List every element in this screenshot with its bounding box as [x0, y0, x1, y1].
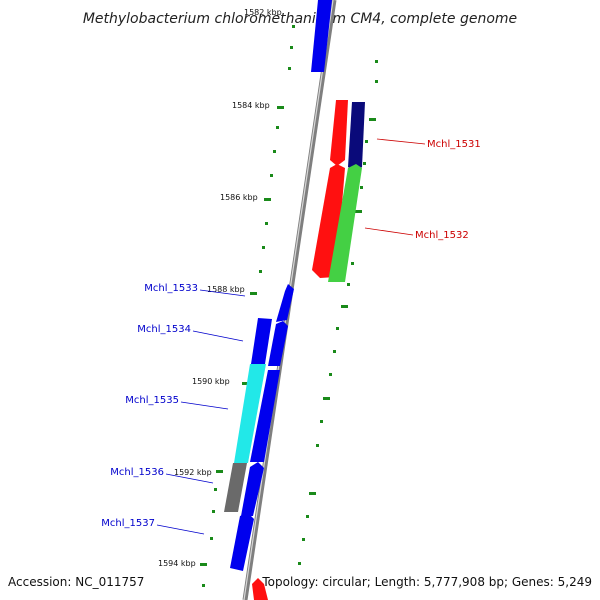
tick-dot [288, 67, 291, 70]
tick-dot [273, 150, 276, 153]
gene-label-mchl-1534[interactable]: Mchl_1534 [137, 324, 191, 335]
inner-tick-track [200, 106, 284, 587]
tick-dot [320, 420, 323, 423]
tick-dot [375, 60, 378, 63]
tick-labels: 1582 kbp 1584 kbp 1586 kbp 1588 kbp 1590… [158, 8, 282, 568]
gene-mchl-1537[interactable] [230, 513, 254, 571]
gene-label-mchl-1537[interactable]: Mchl_1537 [101, 518, 155, 529]
gene-arrow-blue-inner [268, 321, 288, 366]
tick-dot [292, 25, 295, 28]
tick-label-1582: 1582 kbp [244, 8, 282, 17]
gene-labels: Mchl_1531 Mchl_1532 Mchl_1533 Mchl_1534 … [101, 139, 480, 529]
gene-label-mchl-1531[interactable]: Mchl_1531 [427, 139, 481, 150]
tick-dot [341, 305, 348, 308]
tick-dot [276, 126, 279, 129]
gene-label-mchl-1536[interactable]: Mchl_1536 [110, 467, 164, 478]
gene-mchl-1535[interactable] [234, 364, 280, 463]
tick-dot [347, 283, 350, 286]
tick-dot [214, 488, 217, 491]
map-title: Methylobacterium chloromethanicum CM4, c… [83, 11, 517, 27]
gene-label-mchl-1532[interactable]: Mchl_1532 [415, 230, 469, 241]
bottom-red-marker [252, 578, 268, 600]
tick-label-1586: 1586 kbp [220, 193, 258, 202]
tick-dot [365, 140, 368, 143]
tick-dot [351, 262, 354, 265]
tick-label-1584: 1584 kbp [232, 101, 270, 110]
tick-dot [302, 538, 305, 541]
tick-dot [333, 350, 336, 353]
gene-mchl-1536[interactable] [224, 462, 264, 516]
genome-summary-text: Topology: circular; Length: 5,777,908 bp… [261, 575, 592, 589]
tick-label-1592: 1592 kbp [174, 468, 212, 477]
tick-label-1588: 1588 kbp [207, 285, 245, 294]
gene-mchl-1533[interactable] [276, 284, 294, 322]
tick-dot [298, 562, 301, 565]
gene-mchl-1532[interactable] [312, 164, 362, 282]
tick-dot [259, 270, 262, 273]
tick-dot [250, 292, 257, 295]
tick-dot [202, 584, 205, 587]
tick-dot [309, 492, 316, 495]
gene-arrow-cyan [234, 364, 266, 463]
tick-dot [212, 510, 215, 513]
tick-dot [375, 80, 378, 83]
gene-arrow-blue [251, 318, 272, 364]
tick-dot [355, 210, 362, 213]
gene-label-mchl-1533[interactable]: Mchl_1533 [144, 283, 198, 294]
tick-label-1590: 1590 kbp [192, 377, 230, 386]
tick-dot [316, 444, 319, 447]
tick-dot [306, 515, 309, 518]
gene-label-mchl-1535[interactable]: Mchl_1535 [125, 395, 179, 406]
tick-dot [277, 106, 284, 109]
tick-dot [329, 373, 332, 376]
tick-dot [265, 222, 268, 225]
tick-dot [360, 186, 363, 189]
gene-arrow-blue-inner [241, 462, 264, 516]
gene-mchl-1534[interactable] [251, 318, 288, 366]
tick-dot [216, 470, 223, 473]
gene-arrow-green [328, 164, 362, 282]
tick-dot [200, 563, 207, 566]
gene-arrow-blue [276, 284, 294, 322]
gene-upper-blue [311, 0, 332, 72]
tick-dot [290, 46, 293, 49]
gene-arrow-blue [230, 513, 254, 571]
gene-arrow-navy-top [348, 102, 365, 172]
tick-dot [210, 537, 213, 540]
tick-dot [262, 246, 265, 249]
tick-label-1594: 1594 kbp [158, 559, 196, 568]
tick-dot [323, 397, 330, 400]
tick-dot [270, 174, 273, 177]
tick-dot [336, 327, 339, 330]
accession-text: Accession: NC_011757 [8, 575, 144, 589]
label-leader-lines [156, 138, 426, 535]
outer-tick-track [288, 25, 378, 565]
tick-dot [264, 198, 271, 201]
tick-dot [363, 162, 366, 165]
gene-mchl-1531[interactable] [330, 100, 365, 172]
gene-arrow-gray [224, 463, 247, 512]
gene-arrow-red-top [330, 100, 348, 166]
tick-dot [369, 118, 376, 121]
tick-dot [242, 382, 249, 385]
gene-arrow-blue-inner [250, 370, 280, 462]
